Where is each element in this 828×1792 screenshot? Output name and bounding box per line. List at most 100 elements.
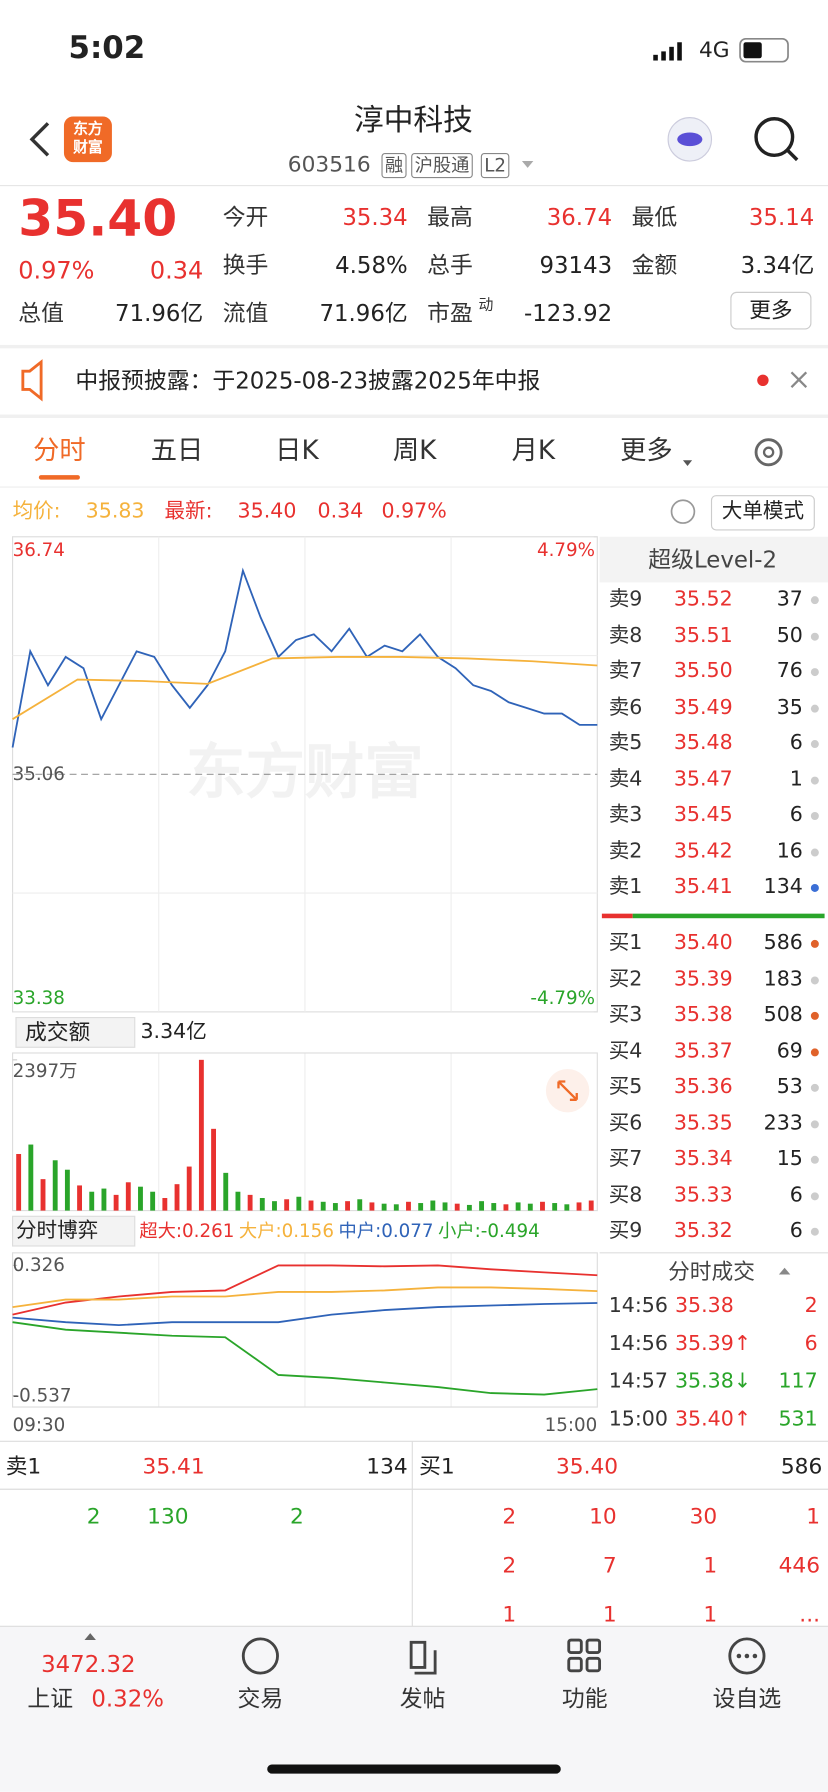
tabbar-item[interactable]: 发帖 xyxy=(399,1684,446,1712)
tabbar-item[interactable]: 功能 xyxy=(561,1684,608,1712)
level-volume: 586 xyxy=(763,931,803,956)
level-label: 买7 xyxy=(608,1146,643,1171)
level-label: 买9 xyxy=(608,1218,643,1243)
level-price: 35.34 xyxy=(673,1146,733,1171)
level-price: 35.36 xyxy=(673,1075,733,1100)
tab[interactable]: 分时 xyxy=(33,436,86,467)
volume-bar xyxy=(393,1204,399,1211)
battery-icon xyxy=(739,37,789,63)
volume-bar xyxy=(466,1204,472,1211)
mode-button-bg[interactable] xyxy=(710,495,815,531)
level-dot xyxy=(810,776,819,785)
level-volume: 69 xyxy=(776,1039,803,1064)
help-icon[interactable] xyxy=(670,499,696,524)
volume-total: 3.34亿 xyxy=(140,1020,207,1045)
volume-bar xyxy=(564,1204,570,1211)
dropdown-icon[interactable] xyxy=(521,161,534,168)
volume-bar xyxy=(296,1196,302,1211)
level-dot xyxy=(810,812,819,821)
level-label: 卖4 xyxy=(608,767,643,792)
index-value: 3472.32 xyxy=(41,1650,136,1678)
queue-volume: 2 xyxy=(502,1552,517,1578)
field-value: 36.74 xyxy=(546,203,613,231)
y-tick-label: -0.537 xyxy=(12,1383,72,1406)
notice-text: 中报预披露：于2025-08-23披露2025年中报 xyxy=(75,366,541,395)
more-button[interactable]: 更多 xyxy=(749,297,793,323)
flow-label[interactable]: 分时博弈 xyxy=(15,1218,99,1243)
back-icon[interactable] xyxy=(29,122,50,157)
field-label: 市盈 xyxy=(427,299,473,327)
level-volume: 6 xyxy=(789,1182,803,1207)
trade-volume: 531 xyxy=(778,1407,818,1432)
search-icon[interactable] xyxy=(754,117,795,158)
settings-icon[interactable] xyxy=(754,438,783,467)
volume-bar xyxy=(259,1198,265,1211)
level-label: 卖6 xyxy=(608,695,643,720)
volume-label[interactable]: 成交额 xyxy=(25,1019,91,1045)
volume-bar xyxy=(332,1203,338,1211)
level-volume: 35 xyxy=(776,695,803,720)
y-tick-label: 36.74 xyxy=(12,538,65,561)
tabbar-item[interactable]: 设自选 xyxy=(712,1684,782,1712)
logo xyxy=(63,116,112,163)
volume-bar xyxy=(527,1203,533,1211)
tab[interactable]: 周K xyxy=(392,436,437,467)
volume-bar xyxy=(272,1201,277,1211)
queue-volume: 2 xyxy=(86,1503,101,1529)
field-label: 最低 xyxy=(631,203,678,231)
index-pct: 0.32% xyxy=(91,1684,164,1712)
index-name: 上证 xyxy=(27,1684,74,1712)
field-label: 最高 xyxy=(427,203,473,231)
y2-tick-label: -4.79% xyxy=(530,986,596,1008)
watermark: 东方财富 xyxy=(186,739,424,808)
level-dot xyxy=(810,847,819,856)
queue-volume: ... xyxy=(799,1601,821,1628)
level-label: 买3 xyxy=(608,1003,643,1028)
level-volume: 183 xyxy=(763,967,803,992)
level-price: 35.32 xyxy=(673,1218,733,1243)
tabbar-icons xyxy=(241,1637,766,1675)
volume-bar xyxy=(454,1203,460,1211)
stock-name: 淳中科技 xyxy=(354,104,473,139)
tab[interactable]: 日K xyxy=(275,436,319,467)
level-volume: 233 xyxy=(763,1111,803,1135)
level-price: 35.48 xyxy=(673,731,733,756)
level-volume: 53 xyxy=(776,1075,803,1100)
tab[interactable]: 五日 xyxy=(150,436,204,467)
flow-selector[interactable] xyxy=(11,1215,136,1247)
queue-volume: 1 xyxy=(703,1552,718,1578)
volume-bar xyxy=(503,1204,509,1211)
trades-title: 分时成交 xyxy=(668,1259,755,1285)
level-label: 卖2 xyxy=(608,839,643,864)
volume-bar xyxy=(308,1200,314,1211)
trade-volume: 6 xyxy=(804,1331,818,1356)
close-icon[interactable] xyxy=(790,371,808,388)
tabbar-item[interactable]: 交易 xyxy=(237,1684,284,1712)
volume-bar xyxy=(28,1144,34,1211)
change: 0.34 xyxy=(149,257,204,285)
tab[interactable]: 更多 xyxy=(620,436,673,467)
level-dot xyxy=(810,596,819,605)
level-volume: 6 xyxy=(789,803,803,828)
volume-bar xyxy=(247,1194,253,1211)
volume-bar xyxy=(125,1182,131,1211)
tab-underline xyxy=(38,475,80,480)
level-dot xyxy=(810,1083,819,1092)
volume-bar xyxy=(186,1166,192,1211)
mode-button[interactable]: 大单模式 xyxy=(721,499,805,524)
legend-entry: 小户:-0.494 xyxy=(438,1219,540,1241)
level-dot xyxy=(810,939,819,948)
field-value: 93143 xyxy=(539,251,613,279)
level-label: 卖3 xyxy=(608,803,643,828)
volume-bar xyxy=(40,1179,46,1211)
volume-bar xyxy=(515,1202,521,1211)
more-button-bg[interactable] xyxy=(730,291,812,330)
orderbook-title: 超级Level-2 xyxy=(648,545,778,574)
volume-selector[interactable] xyxy=(15,1017,136,1048)
legend-entry: 中户:0.077 xyxy=(338,1219,434,1241)
volume-frame xyxy=(11,1052,598,1212)
volume-bar xyxy=(101,1188,107,1211)
volume-bar xyxy=(138,1186,143,1211)
field-label: 今开 xyxy=(222,203,269,231)
tab[interactable]: 月K xyxy=(511,436,556,467)
